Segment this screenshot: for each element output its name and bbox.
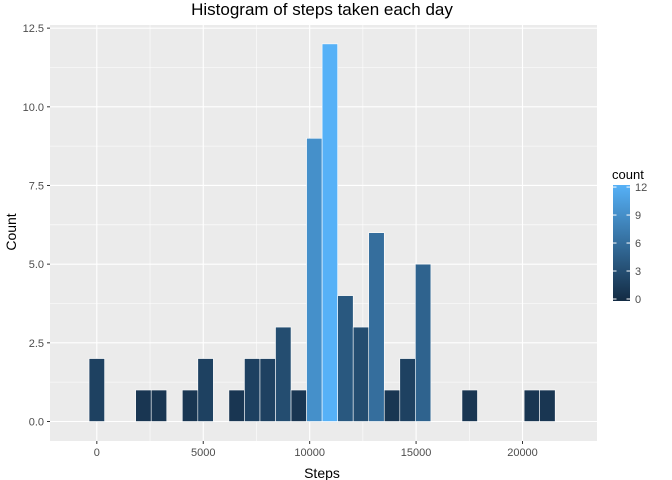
x-axis: 0 5000 10000 15000 20000 xyxy=(94,441,538,459)
legend-tick-label: 12 xyxy=(635,182,647,194)
histogram-bar xyxy=(383,389,401,422)
y-tick-label: 12.5 xyxy=(23,23,44,35)
histogram-bar xyxy=(461,389,478,422)
y-tick-label: 10.0 xyxy=(23,102,44,114)
histogram-bar xyxy=(88,358,105,422)
legend-tick-label: 3 xyxy=(635,266,641,278)
histogram-bar xyxy=(228,389,245,422)
plot-panel xyxy=(50,25,597,441)
legend-tick-label: 9 xyxy=(635,210,641,222)
y-tick-label: 7.5 xyxy=(29,180,44,192)
y-axis-title: Count xyxy=(3,213,19,250)
histogram-bar xyxy=(259,358,276,422)
histogram-bar xyxy=(290,389,307,422)
y-tick-label: 0.0 xyxy=(29,416,44,428)
histogram-bars xyxy=(88,43,556,422)
legend-tick-label: 0 xyxy=(635,294,641,306)
x-tick-label: 0 xyxy=(94,447,100,459)
y-axis: 0.0 2.5 5.0 7.5 10.0 12.5 xyxy=(23,23,50,428)
histogram-bar xyxy=(181,389,199,422)
x-tick-label: 5000 xyxy=(191,447,215,459)
y-tick-label: 5.0 xyxy=(29,259,44,271)
color-legend: count 0 3 6 9 12 xyxy=(612,167,647,306)
histogram-bar xyxy=(352,326,370,422)
histogram-bar xyxy=(321,43,338,422)
histogram-bar xyxy=(337,295,354,422)
histogram-bar xyxy=(197,358,214,422)
x-tick-label: 20000 xyxy=(507,447,538,459)
y-tick-label: 2.5 xyxy=(29,338,44,350)
chart-title: Histogram of steps taken each day xyxy=(191,0,453,19)
histogram-bar xyxy=(135,389,152,422)
histogram-bar xyxy=(150,389,168,422)
legend-title: count xyxy=(612,167,644,182)
histogram-bar xyxy=(399,358,416,422)
histogram-bar xyxy=(523,389,540,422)
legend-colorbar xyxy=(613,185,630,301)
histogram-bar xyxy=(244,358,261,422)
histogram-bar xyxy=(368,232,385,422)
x-tick-label: 10000 xyxy=(294,447,325,459)
histogram-bar xyxy=(415,263,432,422)
histogram-bar xyxy=(539,389,556,422)
histogram-bar xyxy=(306,137,323,422)
x-tick-label: 15000 xyxy=(401,447,432,459)
legend-ticks: 0 3 6 9 12 xyxy=(613,182,647,306)
x-axis-title: Steps xyxy=(304,465,340,480)
legend-tick-label: 6 xyxy=(635,238,641,250)
histogram-bar xyxy=(275,326,292,422)
